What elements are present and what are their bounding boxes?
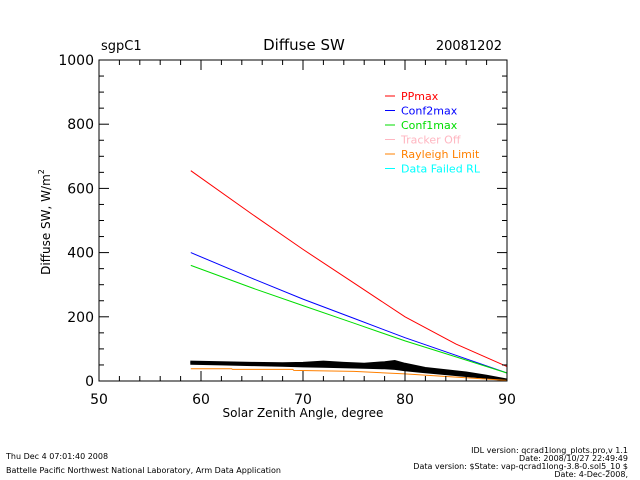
x-tick-labels: 50 60 70 80 90: [90, 392, 516, 408]
observation-point: [302, 364, 304, 366]
axis-ticks: [98, 59, 508, 382]
y-axis-label-group: Diffuse SW, W/m2: [37, 169, 53, 275]
chart-title: Diffuse SW: [263, 36, 345, 54]
series-line-ppmax: [190, 170, 508, 368]
y-axis-label: Diffuse SW, W/m2: [37, 169, 53, 275]
y-tick-labels: 0 200 400 600 800 1000: [58, 53, 94, 390]
series-line-conf2max: [190, 252, 508, 374]
y-tick-label: 400: [67, 246, 94, 262]
observation-point: [424, 369, 426, 371]
series-lines: [190, 170, 508, 381]
y-tick-label: 0: [85, 374, 94, 390]
observation-point: [394, 364, 396, 366]
x-tick-label: 80: [396, 392, 414, 408]
y-tick-label: 200: [67, 310, 94, 326]
observation-point: [220, 362, 222, 364]
footer-idl-version: IDL version: qcrad1long_plots.pro,v 1.1: [471, 446, 628, 455]
legend-label: PPmax: [401, 90, 439, 103]
footer-data-date: Date: 4-Dec-2008,: [554, 470, 628, 479]
observation-point: [251, 363, 253, 365]
observation-point: [282, 363, 284, 365]
observation-point: [384, 364, 386, 366]
observation-point: [322, 363, 324, 365]
legend-label: Conf1max: [401, 119, 458, 132]
observation-point: [404, 366, 406, 368]
observation-point: [465, 373, 467, 375]
y-axis-label-superscript: 2: [37, 169, 46, 174]
observation-point: [445, 371, 447, 373]
footer-idl-date: Date: 2008/10/27 22:49:49: [519, 454, 628, 463]
observation-point: [343, 364, 345, 366]
series-line-rayleigh-limit: [190, 368, 508, 381]
observation-point: [363, 365, 365, 367]
series-line-conf1max: [190, 264, 508, 374]
legend-label: Conf2max: [401, 105, 458, 118]
legend-label: Rayleigh Limit: [401, 148, 480, 161]
footer-institution: Battelle Pacific Northwest National Labo…: [6, 466, 281, 475]
x-tick-label: 70: [294, 392, 312, 408]
footer-data-version: Data version: $State: vap-qcrad1long-3.8…: [413, 462, 628, 471]
y-tick-label: 1000: [58, 53, 94, 69]
site-label: sgpC1: [101, 39, 142, 54]
x-tick-label: 90: [498, 392, 516, 408]
legend-label: Tracker Off: [400, 134, 461, 147]
x-tick-label: 60: [192, 392, 210, 408]
y-tick-label: 800: [67, 117, 94, 133]
footer-timestamp: Thu Dec 4 07:01:40 2008: [6, 452, 109, 461]
date-label: 20081202: [436, 39, 502, 54]
x-tick-label: 50: [90, 392, 108, 408]
y-tick-label: 600: [67, 181, 94, 197]
y-axis-label-text: Diffuse SW, W/m: [39, 174, 53, 275]
legend-label: Data Failed RL: [401, 163, 481, 176]
observation-point: [190, 362, 192, 364]
x-axis-label: Solar Zenith Angle, degree: [223, 406, 384, 420]
